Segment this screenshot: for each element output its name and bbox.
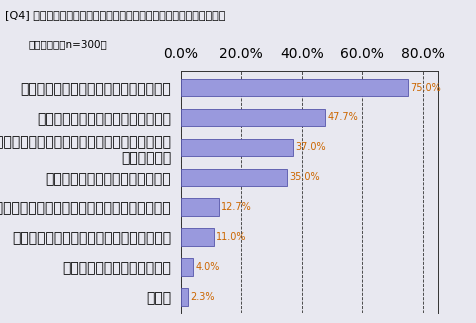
- Bar: [181, 79, 407, 96]
- Bar: [181, 109, 325, 126]
- Text: 37.0%: 37.0%: [295, 142, 326, 152]
- Bar: [181, 198, 219, 216]
- Text: 4.0%: 4.0%: [195, 262, 219, 272]
- Bar: [181, 139, 293, 156]
- Text: 75.0%: 75.0%: [410, 82, 441, 92]
- Text: 35.0%: 35.0%: [289, 172, 319, 182]
- Text: [Q4] あなたがキャンペーンに申し込む際に重視する点はなんですか？: [Q4] あなたがキャンペーンに申し込む際に重視する点はなんですか？: [5, 10, 225, 20]
- Text: （複数回答：n=300）: （複数回答：n=300）: [29, 39, 107, 49]
- Text: 2.3%: 2.3%: [190, 292, 215, 302]
- Text: 47.7%: 47.7%: [327, 112, 358, 122]
- Text: 12.7%: 12.7%: [221, 202, 252, 212]
- Bar: [181, 169, 287, 186]
- Bar: [181, 288, 188, 306]
- Text: 11.0%: 11.0%: [216, 232, 247, 242]
- Bar: [181, 258, 193, 276]
- Bar: [181, 228, 214, 246]
